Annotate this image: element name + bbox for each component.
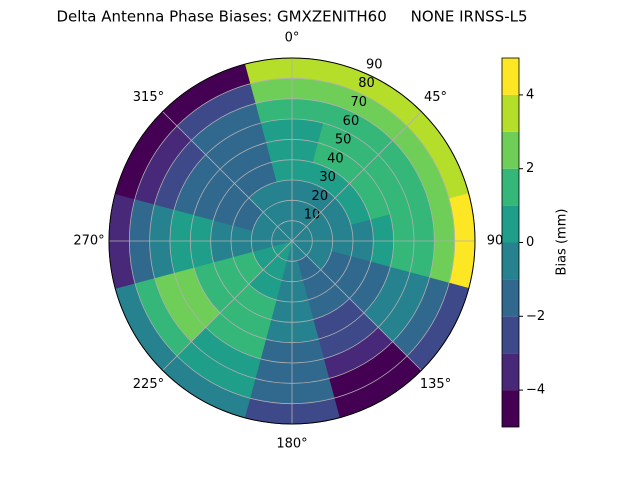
grid-spoke xyxy=(291,111,422,242)
r-tick-label: 50 xyxy=(335,133,352,148)
colorbar-band xyxy=(502,168,519,206)
r-tick-label: 20 xyxy=(312,189,329,204)
r-tick-label: 60 xyxy=(343,114,360,129)
colorbar-tick-label: −4 xyxy=(526,383,545,398)
colorbar-band xyxy=(502,131,519,169)
r-tick-label: 30 xyxy=(319,170,336,185)
theta-tick-label: 315° xyxy=(133,90,164,105)
r-tick-label: 70 xyxy=(350,95,367,110)
colorbar-tick-label: −2 xyxy=(526,309,545,324)
theta-tick-label: 180° xyxy=(276,437,307,452)
theta-tick-label: 135° xyxy=(420,377,451,392)
colorbar-band xyxy=(502,390,519,427)
colorbar-band xyxy=(502,205,519,243)
grid-spoke xyxy=(291,240,422,371)
colorbar-band xyxy=(502,58,519,95)
r-tick-label: 80 xyxy=(358,76,375,91)
colorbar-band xyxy=(502,94,519,132)
theta-tick-label: 0° xyxy=(285,31,300,46)
theta-tick-label: 90 xyxy=(487,234,504,249)
colorbar-tick-label: 0 xyxy=(526,235,534,250)
r-tick-label: 40 xyxy=(327,151,344,166)
polar-frame xyxy=(108,57,476,425)
r-tick-label: 90 xyxy=(366,57,383,72)
colorbar-band xyxy=(502,353,519,391)
colorbar-tick-label: 4 xyxy=(526,87,534,102)
colorbar-label: Bias (mm) xyxy=(555,209,570,276)
theta-tick-label: 270° xyxy=(73,234,104,249)
colorbar-band xyxy=(502,316,519,354)
colorbar-tick-label: 2 xyxy=(526,161,534,176)
grid-spoke xyxy=(162,111,293,242)
theta-tick-label: 45° xyxy=(424,90,447,105)
grid-spoke xyxy=(162,240,293,371)
colorbar-band xyxy=(502,242,519,280)
theta-tick-label: 225° xyxy=(133,377,164,392)
colorbar-band xyxy=(502,279,519,317)
chart-title: Delta Antenna Phase Biases: GMXZENITH60 … xyxy=(56,8,527,26)
r-tick-label: 10 xyxy=(304,208,321,223)
